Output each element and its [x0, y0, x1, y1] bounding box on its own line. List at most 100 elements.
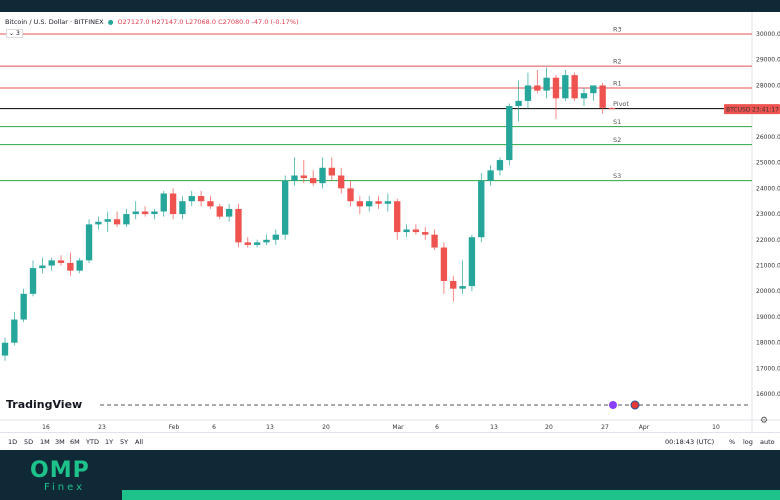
collapse-indicators-button[interactable]: ⌄ 3	[6, 29, 23, 38]
level-label-r1: R1	[613, 80, 622, 88]
candle-body	[506, 106, 513, 161]
x-tick-label: 27	[601, 424, 609, 431]
level-label-r2: R2	[613, 58, 622, 66]
candle-body	[11, 319, 18, 343]
candle-body	[309, 178, 317, 184]
candle-body	[375, 201, 382, 204]
candle-body	[328, 167, 336, 176]
current-price-time: 23:41:17	[752, 107, 779, 114]
current-price-symbol: BTCUSD	[726, 107, 751, 114]
y-tick-label: 18000.0	[756, 340, 780, 347]
candle-body	[76, 260, 83, 271]
chart-panel: 16000.0 17000.0 18000.0 19000.0 20000.0 21000…	[0, 12, 780, 450]
x-tick-label: 6	[212, 424, 216, 431]
candle-body	[253, 242, 261, 245]
candle-body	[225, 208, 233, 217]
candle-body	[85, 224, 93, 261]
candle-body	[571, 75, 578, 99]
candle-body	[39, 265, 46, 269]
candle-body	[20, 293, 27, 320]
candle-body	[141, 211, 149, 215]
candle-body	[487, 170, 494, 181]
y-tick-label: 24000.0	[756, 185, 780, 192]
candle-body	[179, 201, 186, 215]
candle-body	[104, 219, 111, 222]
candle-body	[123, 214, 130, 225]
candle-body	[599, 85, 606, 108]
candle-body	[440, 247, 448, 281]
candle-body	[552, 77, 560, 99]
lightning-event-icon[interactable]	[609, 401, 617, 409]
candle-body	[562, 75, 569, 99]
y-tick-label: 16000.0	[756, 391, 780, 398]
status-dot: ●	[105, 18, 116, 26]
level-label-s1: S1	[613, 118, 621, 126]
candle-body	[319, 167, 326, 184]
current-price-tag	[724, 104, 780, 115]
tradingview-watermark: TradingView	[6, 398, 82, 411]
range-3m-button[interactable]: 3M	[55, 438, 65, 446]
level-label-s3: S3	[613, 172, 621, 180]
candle-body	[356, 201, 364, 207]
symbol-header: Bitcoin / U.S. Dollar · BITFINEX ● O2712…	[5, 18, 299, 26]
range-1y-button[interactable]: 1Y	[105, 438, 114, 446]
range-5y-button[interactable]: 5Y	[120, 438, 129, 446]
range-6m-button[interactable]: 6M	[70, 438, 80, 446]
x-tick-label: Feb	[169, 424, 180, 431]
range-5d-button[interactable]: 5D	[24, 438, 34, 446]
ohlc-low: L27068.0	[185, 18, 216, 26]
y-tick-label: 26000.0	[756, 134, 780, 141]
candle-body	[272, 234, 279, 240]
candle-body	[67, 262, 74, 271]
x-tick-label: Apr	[639, 424, 650, 431]
percent-toggle[interactable]: %	[729, 438, 736, 446]
gear-icon[interactable]: ⚙	[760, 416, 768, 426]
y-tick-label: 29000.0	[756, 57, 780, 64]
chart-svg[interactable]: 16000.0 17000.0 18000.0 19000.0 20000.0 21000…	[0, 12, 780, 432]
utc-clock[interactable]: 00:18:43 (UTC)	[665, 438, 715, 446]
candle-body	[48, 260, 55, 266]
candle-body	[347, 188, 354, 202]
plot-background	[0, 12, 780, 432]
candle-body	[244, 242, 251, 245]
range-1d-button[interactable]: 1D	[8, 438, 18, 446]
candle-body	[29, 268, 37, 294]
y-tick-label: 22000.0	[756, 237, 780, 244]
candle-body	[300, 175, 308, 179]
footer-accent-bar	[122, 490, 780, 500]
log-toggle[interactable]: log	[743, 438, 753, 446]
candle-body	[113, 219, 121, 225]
x-tick-label: 13	[490, 424, 498, 431]
candle-body	[169, 193, 177, 215]
candle-body	[57, 260, 65, 263]
y-tick-label: 19000.0	[756, 314, 780, 321]
level-label-pivot: Pivot	[613, 100, 629, 108]
brand-subtitle: Finex	[44, 482, 86, 493]
candle-body	[496, 160, 504, 171]
level-label-s2: S2	[613, 136, 621, 144]
y-tick-label: 25000.0	[756, 160, 780, 167]
candle-body	[534, 85, 541, 91]
auto-toggle[interactable]: auto	[760, 438, 775, 446]
candle-body	[524, 85, 532, 101]
candle-body	[478, 180, 485, 238]
y-tick-label: 30000.0	[756, 31, 780, 38]
symbol-title: Bitcoin / U.S. Dollar · BITFINEX	[5, 18, 104, 26]
candle-body	[468, 237, 476, 287]
candle-body	[1, 342, 9, 356]
x-tick-label: 10	[712, 424, 720, 431]
range-ytd-button[interactable]: YTD	[86, 438, 99, 446]
candle-body	[338, 175, 345, 189]
x-tick-label: 6	[435, 424, 439, 431]
range-1m-button[interactable]: 1M	[40, 438, 50, 446]
candle-body	[422, 232, 429, 235]
us-flag-event-icon[interactable]	[630, 400, 640, 410]
bottom-toolbar: 1D 5D 1M 3M 6M YTD 1Y 5Y All 00:18:43 (U…	[0, 432, 780, 451]
range-all-button[interactable]: All	[135, 438, 144, 446]
candle-body	[608, 107, 616, 110]
candle-body	[450, 280, 457, 289]
candle-body	[515, 100, 522, 107]
y-tick-label: 21000.0	[756, 263, 780, 270]
level-label-r3: R3	[613, 26, 622, 34]
y-tick-label: 20000.0	[756, 288, 780, 295]
